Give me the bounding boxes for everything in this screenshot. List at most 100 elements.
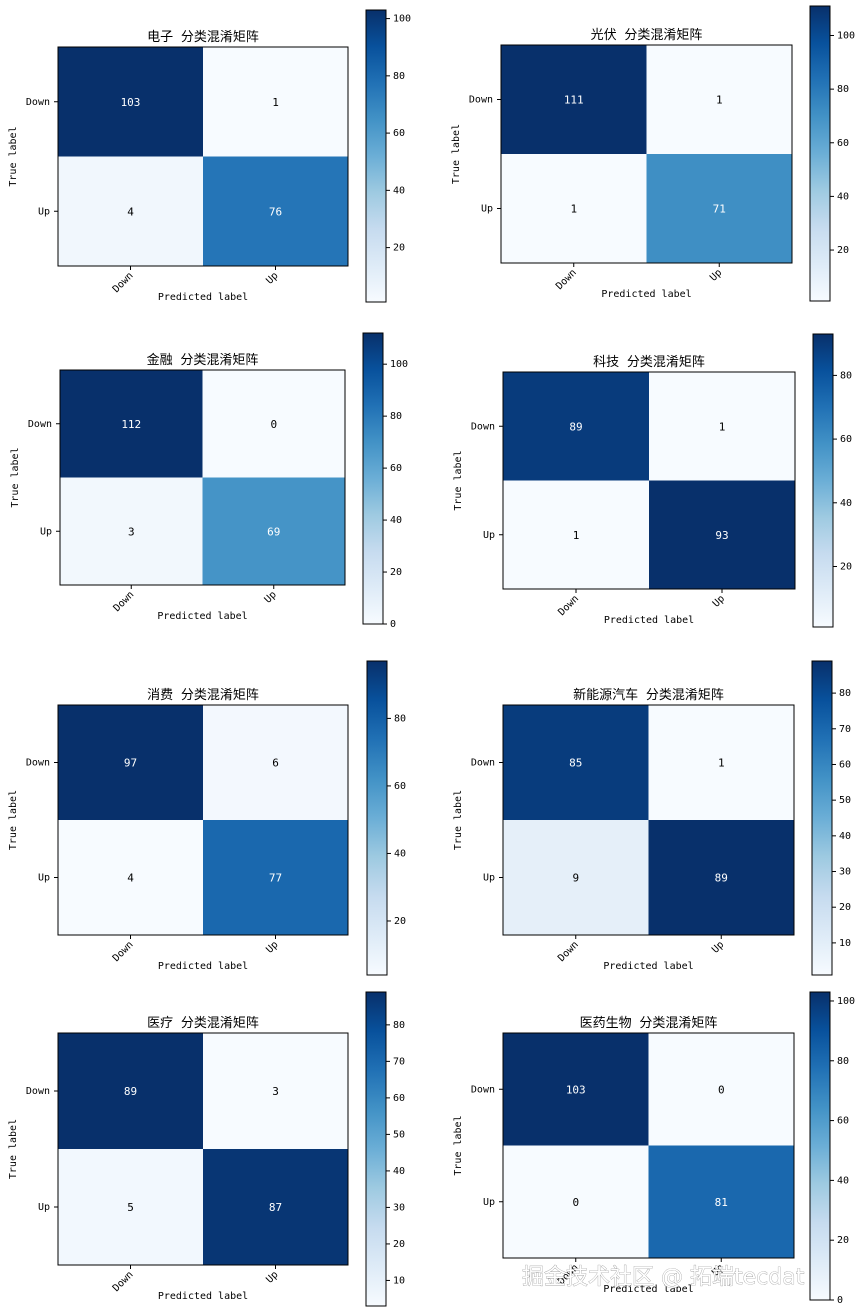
x-tick-label: Down [111, 939, 136, 964]
y-tick-label: Up [481, 204, 493, 215]
watermark: 掘金技术社区 @ 拓端tecdat [522, 1265, 805, 1290]
colorbar-tick-label: 60 [394, 781, 406, 792]
panel-title: 消费 分类混淆矩阵 [147, 688, 259, 703]
colorbar [809, 5, 831, 302]
matrix-cell [649, 480, 795, 589]
colorbar-tick-label: 50 [839, 795, 851, 806]
cell-value: 85 [569, 757, 582, 770]
matrix-cell [58, 705, 203, 820]
y-tick-label: Up [38, 873, 50, 884]
y-tick-label: Up [38, 1202, 50, 1213]
y-axis-label: True label [453, 790, 464, 850]
x-tick-label: Up [264, 270, 280, 286]
cell-value: 1 [573, 529, 580, 542]
x-axis-label: Predicted label [603, 961, 693, 972]
y-axis-label: True label [10, 447, 21, 507]
colorbar-tick-label: 10 [393, 1275, 405, 1286]
matrix-cell [503, 372, 649, 481]
x-tick-label: Down [111, 1269, 136, 1294]
matrix-cell [648, 705, 794, 820]
cell-value: 81 [715, 1196, 728, 1209]
colorbar-tick-label: 0 [390, 619, 396, 630]
colorbar-tick-label: 80 [393, 71, 405, 82]
colorbar [365, 9, 387, 303]
cell-value: 69 [267, 525, 280, 538]
y-tick-label: Up [483, 1197, 495, 1208]
cell-value: 97 [124, 757, 137, 770]
matrix-cell [60, 370, 203, 478]
y-tick-label: Down [26, 97, 50, 108]
colorbar-tick-label: 10 [839, 938, 851, 949]
matrix-cell [503, 820, 649, 935]
colorbar-tick-label: 80 [839, 688, 851, 699]
panel-title: 医疗 分类混淆矩阵 [147, 1016, 259, 1031]
panel-title: 光伏 分类混淆矩阵 [591, 28, 703, 43]
colorbar-tick-label: 40 [839, 831, 851, 842]
colorbar-tick-label: 30 [839, 867, 851, 878]
y-tick-label: Down [26, 1086, 50, 1097]
y-tick-label: Up [38, 206, 50, 217]
colorbar-tick-label: 20 [393, 1239, 405, 1250]
y-axis-label: True label [8, 790, 19, 850]
x-axis-label: Predicted label [158, 1291, 248, 1302]
cell-value: 4 [127, 205, 134, 218]
colorbar-tick-label: 70 [393, 1056, 405, 1067]
cell-value: 0 [718, 1083, 725, 1096]
cell-value: 1 [718, 757, 725, 770]
colorbar-tick-label: 20 [837, 245, 849, 256]
colorbar-tick-label: 0 [837, 1295, 843, 1306]
matrix-cell [501, 45, 647, 154]
matrix-cell [648, 1145, 794, 1258]
colorbar-tick-label: 60 [390, 463, 402, 474]
confusion-matrix-panel: 消费 分类混淆矩阵 97 6 4 77 Down Up Down Up Predicted lab… [8, 660, 406, 976]
y-tick-label: Up [483, 873, 495, 884]
matrix-cell [58, 820, 203, 935]
panel-title: 金融 分类混淆矩阵 [147, 352, 259, 368]
matrix-cell [648, 820, 794, 935]
matrix-cell [58, 1033, 203, 1149]
y-tick-label: Up [40, 526, 52, 537]
colorbar-tick-label: 60 [840, 434, 852, 445]
x-axis-label: Predicted label [601, 289, 691, 300]
matrix-cell [648, 1033, 794, 1146]
cell-value: 3 [272, 1085, 279, 1098]
cell-value: 5 [127, 1201, 134, 1214]
x-tick-label: Up [710, 939, 726, 955]
colorbar-tick-label: 80 [393, 1020, 405, 1031]
panel-title: 科技 分类混淆矩阵 [593, 355, 705, 370]
colorbar-tick-label: 20 [840, 561, 852, 572]
colorbar-tick-label: 20 [839, 902, 851, 913]
matrix-cell [203, 47, 348, 157]
matrix-frame [500, 44, 793, 264]
y-axis-label: True label [451, 124, 462, 184]
cell-value: 89 [124, 1085, 137, 1098]
colorbar-tick-label: 80 [840, 370, 852, 381]
matrix-frame [502, 704, 795, 936]
matrix-frame [502, 1032, 795, 1259]
matrix-cell [501, 154, 647, 263]
cell-value: 89 [715, 872, 728, 885]
x-tick-label: Up [264, 939, 280, 955]
cell-value: 0 [270, 418, 277, 431]
x-axis-label: Predicted label [603, 1284, 693, 1295]
cell-value: 9 [572, 872, 579, 885]
matrix-cell [203, 820, 348, 935]
colorbar-tick-label: 60 [837, 1116, 849, 1127]
cell-value: 3 [128, 525, 135, 538]
y-tick-label: Down [471, 758, 495, 769]
confusion-matrix-panel: 电子 分类混淆矩阵 103 1 4 76 Down Up Down Up Predicted la… [8, 9, 411, 303]
x-axis-label: Predicted label [157, 611, 247, 622]
cell-value: 103 [566, 1083, 586, 1096]
x-tick-label: Down [556, 593, 581, 618]
cell-value: 111 [564, 94, 584, 107]
colorbar-tick-label: 70 [839, 724, 851, 735]
colorbar-tick-label: 20 [837, 1235, 849, 1246]
colorbar-tick-label: 20 [393, 243, 405, 254]
y-tick-label: Down [469, 95, 493, 106]
confusion-matrix-panel: 新能源汽车 分类混淆矩阵 85 1 9 89 Down Up Down Up Predicted … [453, 660, 851, 976]
colorbar-tick-label: 60 [393, 1093, 405, 1104]
x-tick-label: Up [264, 1269, 280, 1285]
matrix-cell [646, 154, 792, 263]
